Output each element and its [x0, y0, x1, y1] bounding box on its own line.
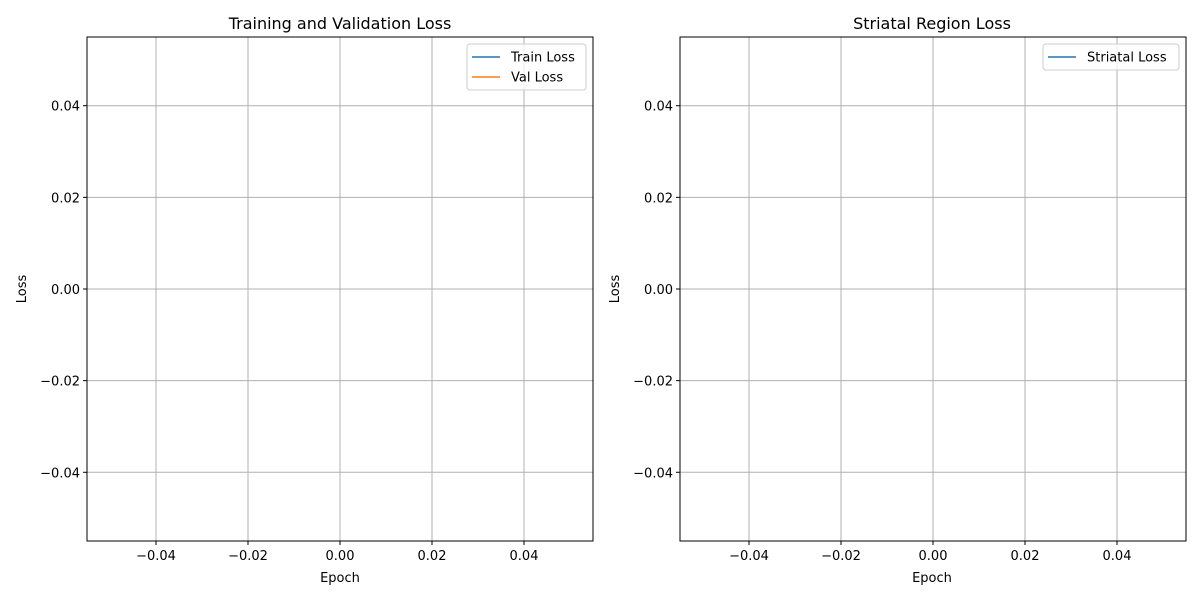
y-tick-label: 0.04: [644, 100, 673, 115]
x-ticks: −0.04 −0.02 0.00 0.02 0.04: [136, 541, 538, 564]
x-axis-label: Epoch: [320, 571, 360, 586]
y-axis-label: Loss: [608, 275, 623, 304]
y-tick-label: 0.00: [51, 283, 80, 298]
y-tick-label: −0.04: [40, 466, 80, 481]
y-tick-label: −0.02: [40, 375, 80, 390]
x-tick-label: −0.02: [821, 549, 861, 564]
x-tick-label: −0.04: [729, 549, 769, 564]
chart-title: Training and Validation Loss: [228, 14, 452, 33]
x-tick-label: 0.04: [1103, 549, 1132, 564]
y-tick-label: −0.02: [633, 375, 673, 390]
x-tick-label: 0.00: [919, 549, 948, 564]
y-ticks: −0.04 −0.02 0.00 0.02 0.04: [40, 100, 87, 481]
x-tick-label: −0.04: [136, 549, 176, 564]
legend: Train Loss Val Loss: [466, 43, 587, 91]
x-ticks: −0.04 −0.02 0.00 0.02 0.04: [729, 541, 1131, 564]
x-tick-label: 0.02: [418, 549, 447, 564]
legend-box: [466, 43, 587, 91]
legend-label: Val Loss: [511, 71, 563, 86]
y-tick-label: 0.00: [644, 283, 673, 298]
legend-label: Striatal Loss: [1087, 51, 1167, 66]
y-ticks: −0.04 −0.02 0.00 0.02 0.04: [633, 100, 680, 481]
legend-box: [1042, 43, 1180, 71]
subplot-striatal: Striatal Region Loss −0.04 −0.02 0.00 0.02 0…: [608, 14, 1187, 586]
y-tick-label: 0.02: [644, 191, 673, 206]
chart-title: Striatal Region Loss: [853, 14, 1011, 33]
y-tick-label: 0.02: [51, 191, 80, 206]
grid-lines: [87, 37, 593, 541]
subplot-training-validation: Training and Validation Loss −0.04 −0.02 0…: [15, 14, 594, 586]
x-tick-label: −0.02: [228, 549, 268, 564]
legend: Striatal Loss: [1042, 43, 1180, 71]
x-axis-label: Epoch: [912, 571, 952, 586]
x-tick-label: 0.02: [1011, 549, 1040, 564]
x-tick-label: 0.04: [510, 549, 539, 564]
legend-label: Train Loss: [510, 51, 575, 66]
y-axis-label: Loss: [15, 275, 30, 304]
grid-lines: [680, 37, 1186, 541]
y-tick-label: −0.04: [633, 466, 673, 481]
x-tick-label: 0.00: [326, 549, 355, 564]
y-tick-label: 0.04: [51, 100, 80, 115]
